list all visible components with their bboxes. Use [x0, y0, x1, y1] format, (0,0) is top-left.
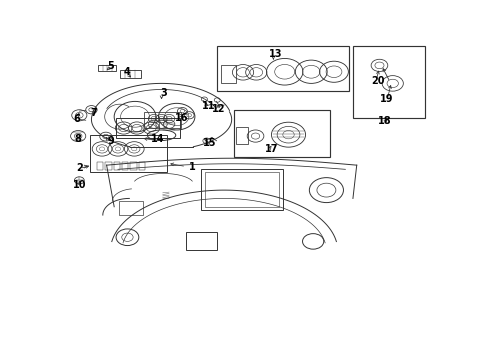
Text: 16: 16 [175, 113, 188, 123]
Bar [201, 169, 282, 210]
Bar [236, 127, 247, 144]
Text: 10: 10 [73, 180, 87, 190]
Bar [105, 162, 111, 170]
Bar [205, 172, 279, 207]
Bar [120, 69, 141, 78]
Bar [130, 162, 136, 170]
Bar [114, 162, 120, 170]
Text: 15: 15 [203, 138, 216, 148]
Text: 13: 13 [268, 49, 282, 59]
Text: 5: 5 [107, 61, 114, 71]
Text: 4: 4 [124, 67, 131, 77]
Bar [97, 162, 103, 170]
Bar [119, 201, 143, 215]
Text: 1: 1 [188, 162, 195, 172]
Bar [221, 66, 236, 84]
Bar [216, 46, 348, 91]
Bar [144, 112, 180, 128]
Text: 12: 12 [211, 104, 224, 114]
Text: 8: 8 [75, 134, 81, 144]
Bar [352, 46, 424, 118]
Text: 20: 20 [370, 76, 384, 86]
Text: 3: 3 [160, 88, 166, 98]
Text: 14: 14 [151, 134, 164, 144]
Bar [98, 65, 116, 71]
Text: 18: 18 [378, 116, 391, 126]
Bar [186, 232, 216, 250]
Bar [116, 118, 180, 138]
Text: 19: 19 [380, 94, 393, 104]
Text: 17: 17 [264, 144, 278, 153]
Text: 11: 11 [202, 100, 215, 111]
Text: 2: 2 [76, 163, 82, 174]
Text: 9: 9 [107, 136, 114, 146]
Text: 7: 7 [90, 108, 97, 118]
Bar [139, 162, 144, 170]
Bar [89, 135, 167, 172]
Text: 6: 6 [73, 114, 80, 123]
Bar [122, 162, 128, 170]
Bar [233, 110, 329, 157]
